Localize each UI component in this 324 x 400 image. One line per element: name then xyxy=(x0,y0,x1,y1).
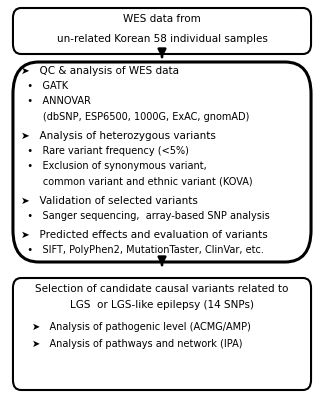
Text: ➤   Analysis of heterozygous variants: ➤ Analysis of heterozygous variants xyxy=(21,131,216,141)
Text: WES data from: WES data from xyxy=(123,14,201,24)
Text: •   ANNOVAR: • ANNOVAR xyxy=(21,96,91,106)
Text: (dbSNP, ESP6500, 1000G, ExAC, gnomAD): (dbSNP, ESP6500, 1000G, ExAC, gnomAD) xyxy=(21,112,249,122)
Text: ➤   Predicted effects and evaluation of variants: ➤ Predicted effects and evaluation of va… xyxy=(21,230,268,240)
Text: un-related Korean 58 individual samples: un-related Korean 58 individual samples xyxy=(57,34,267,44)
Text: •   SIFT, PolyPhen2, MutationTaster, ClinVar, etc.: • SIFT, PolyPhen2, MutationTaster, ClinV… xyxy=(21,245,264,255)
FancyBboxPatch shape xyxy=(13,8,311,54)
Text: Selection of candidate causal variants related to: Selection of candidate causal variants r… xyxy=(35,284,289,294)
Text: ➤   QC & analysis of WES data: ➤ QC & analysis of WES data xyxy=(21,66,179,76)
Text: •   Exclusion of synonymous variant,: • Exclusion of synonymous variant, xyxy=(21,161,207,171)
FancyBboxPatch shape xyxy=(13,278,311,390)
Text: ➤   Validation of selected variants: ➤ Validation of selected variants xyxy=(21,196,198,206)
Text: LGS  or LGS-like epilepsy (14 SNPs): LGS or LGS-like epilepsy (14 SNPs) xyxy=(70,300,254,310)
Text: common variant and ethnic variant (KOVA): common variant and ethnic variant (KOVA) xyxy=(21,176,253,186)
Text: ➤   Analysis of pathogenic level (ACMG/AMP): ➤ Analysis of pathogenic level (ACMG/AMP… xyxy=(32,322,251,332)
FancyBboxPatch shape xyxy=(13,62,311,262)
Text: ➤   Analysis of pathways and network (IPA): ➤ Analysis of pathways and network (IPA) xyxy=(32,339,243,349)
Text: •   GATK: • GATK xyxy=(21,81,68,91)
Text: •   Sanger sequencing,  array-based SNP analysis: • Sanger sequencing, array-based SNP ana… xyxy=(21,211,270,221)
Text: •   Rare variant frequency (<5%): • Rare variant frequency (<5%) xyxy=(21,146,189,156)
